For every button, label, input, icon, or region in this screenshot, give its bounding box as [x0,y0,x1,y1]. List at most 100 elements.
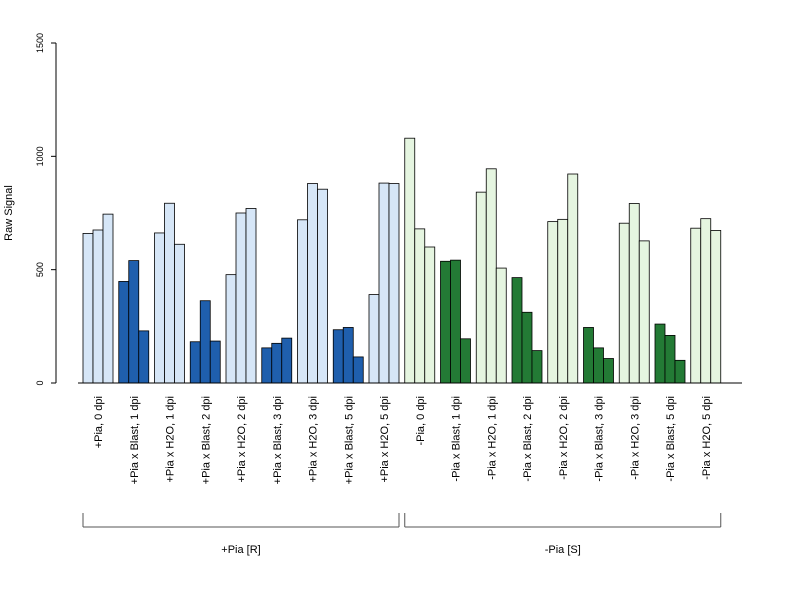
bar [495,267,507,384]
bar [593,347,604,384]
x-tick-label: +Pia x H2O, 3 dpi [308,396,320,483]
bar [460,338,471,384]
x-tick-label: -Pia x Blast, 1 dpi [451,396,463,482]
bar [603,358,614,384]
bar-group [332,327,364,384]
bar [82,232,94,384]
bar [138,330,150,384]
group-bracket: +Pia [R] [82,513,400,556]
bar [118,281,130,384]
bar-group [297,183,328,384]
bar [638,240,650,384]
x-tick-label: +Pia x H2O, 2 dpi [236,396,248,483]
bar [654,323,666,384]
bar-group [475,168,507,384]
x-tick-label: +Pia x H2O, 1 dpi [165,396,177,483]
bar [225,274,237,384]
bar [378,182,390,384]
bar [583,327,594,384]
bar [414,228,426,384]
bar [174,243,185,384]
bar [352,356,364,384]
bar [618,222,630,384]
bar-group [547,173,579,384]
bar-group [583,327,614,384]
x-tick-label: -Pia x H2O, 1 dpi [486,396,498,480]
x-tick-label: +Pia, 0 dpi [93,396,105,448]
bar [164,202,175,384]
y-axis: 0 500 1000 1500 [35,33,57,386]
bar [628,203,640,384]
bar [521,311,533,384]
bar [710,230,722,384]
y-axis-title: Raw Signal [3,185,15,241]
x-tick-label: +Pia x Blast, 1 dpi [129,396,141,484]
x-tick-label: -Pia x Blast, 5 dpi [665,396,677,482]
bar-group [261,337,293,384]
bars [82,137,722,384]
bar-group [618,203,650,384]
bar [440,260,451,384]
bar [261,347,273,384]
bar [102,213,114,384]
x-tick-label: +Pia x Blast, 3 dpi [272,396,284,484]
x-tick-label: +Pia x H2O, 5 dpi [379,396,391,483]
bar [281,337,293,384]
bar [189,341,201,384]
bar [700,218,712,384]
x-tick-label: -Pia x H2O, 5 dpi [701,396,713,480]
bar-group [690,218,722,384]
bar-group [404,137,436,384]
y-tick-label: 1500 [35,33,45,53]
bar [531,350,543,384]
bar [485,168,497,384]
bar-group [189,300,221,384]
bar [388,183,400,384]
bar [317,188,328,384]
x-tick-label: -Pia, 0 dpi [415,396,427,446]
x-tick-label: -Pia x Blast, 3 dpi [594,396,606,482]
bar [690,227,702,384]
bar-group [368,182,400,384]
bar [450,259,461,384]
bar [664,334,676,384]
bar [235,212,247,384]
bar [92,229,104,384]
x-tick-label: -Pia x H2O, 2 dpi [558,396,570,480]
x-tick-label: -Pia x Blast, 2 dpi [522,396,534,482]
y-tick-label: 500 [35,262,45,277]
bar [128,260,140,384]
bar [199,300,211,384]
bar [245,208,257,384]
bar [154,232,165,384]
group-bracket: -Pia [S] [404,513,722,556]
bar-group [82,213,114,384]
bar [547,221,559,384]
group-label: +Pia [R] [221,544,260,556]
bar [475,191,487,384]
x-tick-label: +Pia x Blast, 2 dpi [200,396,212,484]
x-tick-label: -Pia x H2O, 3 dpi [629,396,641,480]
bar [557,218,569,384]
bar [342,327,354,384]
category-labels: +Pia, 0 dpi +Pia x Blast, 1 dpi +Pia x H2O… [93,396,713,484]
bar [511,277,523,384]
bar [567,173,579,384]
bar [674,359,686,384]
y-tick-label: 1000 [35,146,45,166]
bar [297,219,308,384]
bar [368,294,380,384]
bar-group [511,277,543,384]
bar [404,137,416,384]
bar [271,342,283,384]
bar [424,246,436,384]
bar [307,183,318,384]
group-label: -Pia [S] [545,544,581,556]
bar-group [440,259,471,384]
bar [332,329,344,384]
bar-group [654,323,686,384]
x-tick-label: +Pia x Blast, 5 dpi [343,396,355,484]
group-brackets: +Pia [R] -Pia [S] [82,513,722,556]
y-tick-label: 0 [35,380,45,385]
